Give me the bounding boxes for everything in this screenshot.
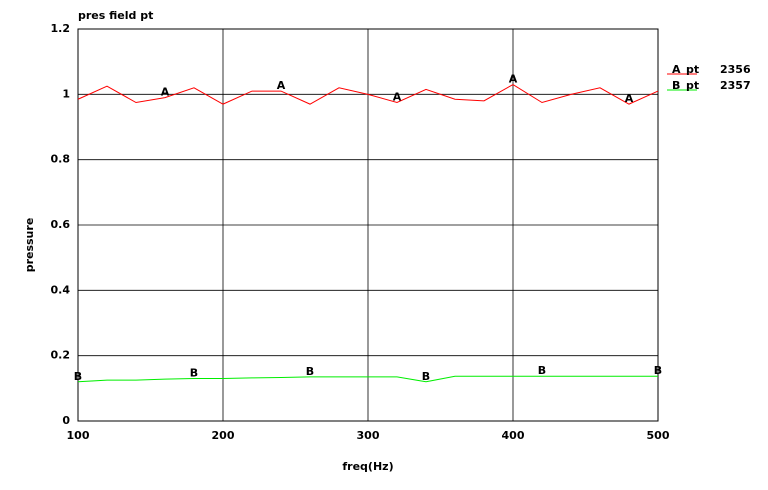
y-tick-label: 0.2 — [51, 349, 71, 362]
legend-marker: B — [672, 79, 680, 92]
legend-label: pt — [686, 79, 699, 92]
y-tick-label: 0 — [62, 414, 70, 427]
y-tick-label: 1 — [62, 87, 70, 100]
line-marker: A — [393, 91, 402, 104]
y-tick-label: 0.8 — [51, 153, 71, 166]
x-tick-label: 500 — [647, 429, 670, 442]
y-tick-label: 0.4 — [51, 283, 71, 296]
line-marker: A — [277, 79, 286, 92]
line-marker: B — [654, 364, 662, 377]
legend-marker: A — [672, 63, 681, 76]
line-marker: A — [161, 86, 170, 99]
x-tick-label: 300 — [357, 429, 380, 442]
legend-label: pt — [686, 63, 699, 76]
line-marker: A — [625, 92, 634, 105]
chart-title: pres field pt — [78, 9, 153, 22]
y-tick-label: 1.2 — [51, 22, 71, 35]
x-tick-label: 200 — [212, 429, 235, 442]
y-tick-label: 0.6 — [51, 218, 71, 231]
y-axis-label: pressure — [23, 218, 36, 273]
x-axis-label: freq(Hz) — [342, 460, 393, 473]
line-marker: B — [190, 367, 198, 380]
legend-id: 2356 — [720, 63, 751, 76]
series-line — [77, 83, 659, 105]
line-marker: B — [538, 364, 546, 377]
line-marker: A — [509, 73, 518, 86]
line-marker: B — [422, 370, 430, 383]
x-tick-label: 100 — [67, 429, 90, 442]
legend-id: 2357 — [720, 79, 751, 92]
line-marker: B — [306, 365, 314, 378]
line-marker: B — [74, 370, 82, 383]
x-tick-label: 400 — [502, 429, 525, 442]
series-line — [77, 375, 658, 383]
